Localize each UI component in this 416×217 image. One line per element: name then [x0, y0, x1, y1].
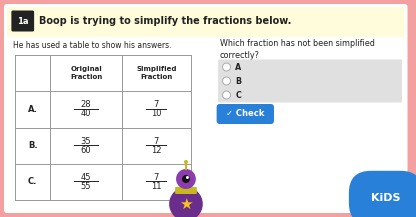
Circle shape — [186, 176, 189, 179]
Text: 55: 55 — [81, 182, 91, 191]
Circle shape — [169, 187, 203, 217]
Text: KiDS: KiDS — [371, 193, 401, 203]
Circle shape — [182, 175, 190, 183]
Text: ✓ Check: ✓ Check — [226, 110, 265, 118]
FancyBboxPatch shape — [4, 4, 408, 213]
Text: A.: A. — [28, 105, 37, 114]
FancyBboxPatch shape — [217, 104, 274, 124]
Text: 60: 60 — [81, 146, 92, 155]
Circle shape — [176, 169, 196, 189]
Text: Boop is trying to simplify the fractions below.: Boop is trying to simplify the fractions… — [39, 16, 291, 26]
FancyBboxPatch shape — [218, 74, 402, 89]
Text: He has used a table to show his answers.: He has used a table to show his answers. — [13, 41, 171, 50]
Text: Which fraction has not been simplified
correctly?: Which fraction has not been simplified c… — [220, 39, 374, 61]
Text: 28: 28 — [81, 100, 92, 109]
Text: C.: C. — [28, 177, 37, 186]
Text: 7: 7 — [154, 173, 159, 182]
Text: 1a: 1a — [17, 16, 29, 26]
FancyBboxPatch shape — [218, 87, 402, 102]
Text: 10: 10 — [151, 109, 161, 118]
Text: C: C — [235, 90, 241, 100]
Text: 40: 40 — [81, 109, 91, 118]
Circle shape — [223, 77, 230, 85]
Text: B.: B. — [28, 141, 37, 150]
FancyBboxPatch shape — [218, 59, 402, 74]
Text: Simplified
Fraction: Simplified Fraction — [136, 66, 176, 80]
Text: 7: 7 — [154, 100, 159, 109]
Text: 45: 45 — [81, 173, 91, 182]
Text: 35: 35 — [81, 137, 92, 146]
Circle shape — [223, 91, 230, 99]
Text: B: B — [235, 77, 242, 85]
Text: 12: 12 — [151, 146, 161, 155]
FancyBboxPatch shape — [11, 10, 34, 31]
Text: 7: 7 — [154, 137, 159, 146]
Circle shape — [223, 63, 230, 71]
FancyBboxPatch shape — [175, 187, 197, 194]
Circle shape — [184, 160, 188, 164]
Text: 11: 11 — [151, 182, 161, 191]
Text: Original
Fraction: Original Fraction — [70, 66, 102, 80]
Text: A: A — [235, 62, 242, 71]
Text: ★: ★ — [179, 197, 193, 212]
FancyBboxPatch shape — [7, 7, 404, 37]
